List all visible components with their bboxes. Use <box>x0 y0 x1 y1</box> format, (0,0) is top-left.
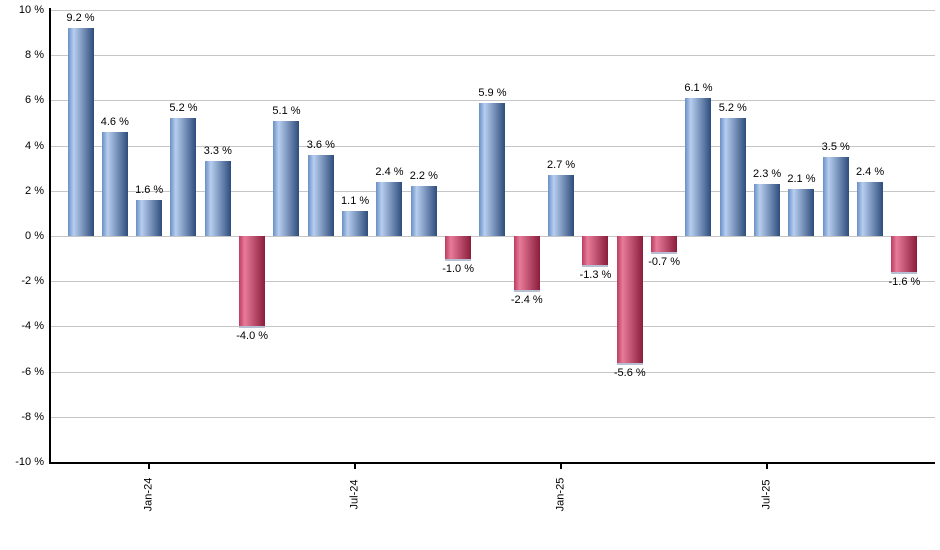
bar-value-label: 2.7 % <box>547 158 576 171</box>
y-axis-tick-label: 6 % <box>25 94 44 107</box>
bar-value-label: 3.3 % <box>203 145 232 158</box>
x-axis-tick <box>148 464 151 469</box>
bar-value-label: 2.2 % <box>409 170 438 183</box>
y-axis-tick-label: 8 % <box>25 49 44 62</box>
bar-value-label: -2.4 % <box>510 294 543 307</box>
positive-bar <box>410 186 437 236</box>
gridline <box>49 281 935 283</box>
x-axis-tick-label: Jan-25 <box>554 477 567 512</box>
gridline <box>49 10 935 11</box>
y-axis-tick-label: -8 % <box>21 410 44 423</box>
gridline <box>49 371 935 373</box>
bar-value-label: 1.1 % <box>341 195 370 208</box>
negative-bar <box>239 236 266 329</box>
negative-bar <box>891 236 918 275</box>
y-axis-tick-label: -4 % <box>21 320 44 333</box>
bar-value-label: 5.2 % <box>718 102 747 115</box>
bar-value-label: 6.1 % <box>684 82 713 95</box>
bar-value-label: 2.4 % <box>375 165 404 178</box>
positive-bar <box>719 118 746 236</box>
bar-value-label: -1.6 % <box>888 276 921 289</box>
gridline <box>49 100 935 102</box>
bar-value-label: 9.2 % <box>66 12 95 25</box>
positive-bar <box>788 188 815 236</box>
bar-value-label: 4.6 % <box>100 116 129 129</box>
gridline <box>49 326 935 328</box>
positive-bar <box>822 156 849 236</box>
y-axis-tick-label: -2 % <box>21 275 44 288</box>
positive-bar <box>685 98 712 236</box>
negative-bar <box>445 236 472 261</box>
positive-bar <box>342 211 369 236</box>
positive-bar <box>101 132 128 236</box>
bar-value-label: 3.6 % <box>306 138 335 151</box>
positive-bar <box>204 161 231 236</box>
bar-value-label: 5.2 % <box>169 102 198 115</box>
x-axis-tick-label: Jul-24 <box>348 479 361 510</box>
positive-bar <box>857 181 884 236</box>
positive-bar <box>170 118 197 236</box>
x-axis-tick <box>766 464 769 469</box>
bar-value-label: 3.5 % <box>821 140 850 153</box>
bar-value-label: -4.0 % <box>236 330 269 343</box>
positive-bar <box>136 199 163 236</box>
bar-value-label: -5.6 % <box>613 366 646 379</box>
y-axis-tick-label: 0 % <box>25 230 44 242</box>
bar-value-label: -0.7 % <box>648 255 680 268</box>
y-axis-tick-label: -10 % <box>15 456 44 468</box>
bar-value-label: -1.3 % <box>579 269 612 282</box>
positive-bar <box>376 181 403 236</box>
bar-value-label: 2.3 % <box>753 168 782 181</box>
y-axis-line <box>49 8 51 462</box>
y-axis-tick-label: -6 % <box>21 365 44 378</box>
x-axis-tick <box>560 464 563 469</box>
gridline <box>49 416 935 418</box>
gridline <box>49 55 935 57</box>
negative-bar <box>651 236 678 254</box>
y-axis-tick-label: 2 % <box>25 184 44 197</box>
x-axis-tick <box>354 464 357 469</box>
bar-value-label: -1.0 % <box>442 262 475 275</box>
positive-bar <box>307 154 334 236</box>
positive-bar <box>67 28 94 236</box>
y-axis-tick-label: 4 % <box>25 139 44 152</box>
bar-value-label: 1.6 % <box>135 183 164 196</box>
bar-value-label: 2.4 % <box>856 165 885 178</box>
bar-value-label: 5.9 % <box>478 86 507 99</box>
x-axis-tick-label: Jan-24 <box>142 477 155 512</box>
positive-bar <box>479 102 506 236</box>
y-axis-tick-label: 10 % <box>18 4 44 16</box>
gridline <box>49 236 935 237</box>
positive-bar <box>548 174 575 236</box>
x-axis-tick-label: Jul-25 <box>760 479 773 510</box>
bar-value-label: 2.1 % <box>787 172 816 185</box>
positive-bar <box>273 120 300 236</box>
negative-bar <box>582 236 609 268</box>
negative-bar <box>616 236 643 365</box>
x-axis-line <box>49 462 935 464</box>
positive-bar <box>754 184 781 236</box>
bar-value-label: 5.1 % <box>272 104 301 117</box>
negative-bar <box>513 236 540 293</box>
